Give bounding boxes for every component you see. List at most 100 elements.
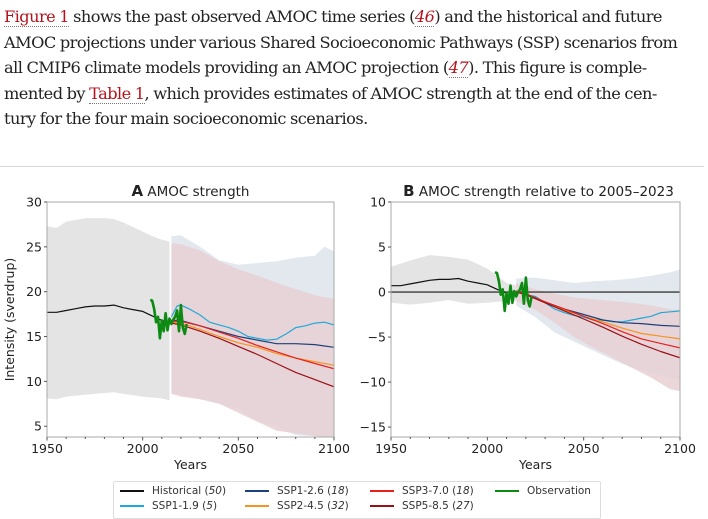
paragraph-text: shows the past observed AMOC time series… (69, 7, 415, 26)
legend-item-ssp245: SSP2-4.5 (32) (245, 500, 349, 512)
paragraph-text: tury for the four main socioeconomic sce… (4, 109, 368, 128)
x-tick-label: 1950 (375, 441, 407, 456)
range-band-hist_band (47, 218, 170, 401)
y-tick-label: 10 (370, 195, 386, 210)
y-tick-label: 20 (26, 284, 42, 299)
reference-46-link[interactable]: 46 (414, 7, 435, 27)
paragraph-text: AMOC projections under various Shared So… (4, 32, 678, 52)
legend-item-ssp585: SSP5-8.5 (27) (370, 500, 474, 512)
legend-swatch (495, 489, 519, 493)
paragraph-line: all CMIP6 climate models providing an AM… (4, 55, 704, 81)
x-tick-label: 2100 (318, 441, 350, 456)
legend-item-ssp370: SSP3-7.0 (18) (370, 485, 474, 497)
chart-legend: Historical (50) SSP1-1.9 (5) SSP1-2.6 (18)… (113, 481, 601, 519)
y-tick-label: 15 (26, 329, 42, 344)
series-line-ssp585 (171, 322, 334, 388)
paragraph-text: , which provides estimates of AMOC stren… (144, 83, 658, 103)
legend-swatch (370, 504, 394, 508)
y-tick-label: −10 (360, 375, 386, 390)
range-band-ssp_high_band (171, 243, 334, 437)
y-tick-label: −15 (360, 420, 386, 435)
axes-frame (46, 201, 335, 438)
legend-item-ssp126: SSP1-2.6 (18) (245, 485, 349, 497)
y-axis-label: Intensity (sverdrup) (2, 258, 17, 382)
x-tick-label: 2000 (471, 441, 503, 456)
x-tick-label: 1950 (31, 441, 63, 456)
legend-label: SSP1-1.9 (152, 500, 199, 512)
legend-label: SSP5-8.5 (402, 500, 449, 512)
legend-label: SSP1-2.6 (277, 485, 324, 497)
x-axis-label: Years (173, 457, 207, 472)
panel-title: B AMOC strength relative to 2005–2023 (403, 182, 674, 200)
x-tick-label: 2100 (664, 441, 696, 456)
y-tick-label: 30 (26, 195, 42, 210)
legend-count-value: 50 (208, 485, 222, 497)
series-line-ssp370 (171, 320, 334, 370)
series-line-ssp119 (170, 304, 334, 341)
legend-model-count: (18) (448, 485, 474, 497)
panel-a: 5 10 15 20 25 30 1950 2000 2050 2100 Years Intensit… (2, 182, 350, 472)
y-tick-label: −5 (368, 330, 386, 345)
series-line-historical (391, 277, 507, 294)
panel-title: A AMOC strength (132, 182, 250, 200)
x-tick-label: 2000 (127, 441, 159, 456)
paragraph-line: mented by Table 1, which provides estima… (4, 81, 704, 107)
table-1-link[interactable]: Table 1 (89, 83, 145, 104)
legend-item-observation: Observation (495, 485, 591, 497)
plot-area (47, 202, 334, 437)
legend-swatch (120, 504, 144, 508)
y-tick-label: 5 (378, 240, 386, 255)
panel-b: −15 −10 −5 0 5 10 1950 2000 2050 2100 Years B AMOC … (360, 182, 696, 472)
panel-title-text: AMOC strength relative to 2005–2023 (419, 184, 674, 200)
series-line-ssp245 (171, 321, 334, 366)
x-tick-label: 2050 (222, 441, 254, 456)
paragraph-line: Figure 1 shows the past observed AMOC ti… (4, 4, 704, 30)
panel-letter: B (403, 182, 414, 200)
figure-1-link[interactable]: Figure 1 (4, 7, 70, 27)
legend-count-value: 18 (331, 485, 345, 497)
x-tick-label: 2050 (568, 441, 600, 456)
legend-label: Observation (527, 485, 591, 497)
legend-swatch (370, 489, 394, 493)
legend-model-count: (50) (201, 485, 227, 497)
legend-label: SSP2-4.5 (277, 500, 324, 512)
legend-count-value: 27 (456, 500, 470, 512)
series-line-ssp370 (516, 290, 680, 349)
paragraph-line: AMOC projections under various Shared So… (4, 30, 704, 56)
legend-swatch (120, 489, 144, 493)
legend-count-value: 5 (206, 500, 213, 512)
legend-label: Historical (152, 485, 202, 497)
plot-area (391, 255, 680, 392)
legend-count-value: 18 (456, 485, 470, 497)
legend-label: SSP3-7.0 (402, 485, 449, 497)
y-tick-label: 10 (26, 374, 42, 389)
y-tick-label: 5 (34, 419, 42, 434)
x-axis-label: Years (518, 457, 552, 472)
legend-model-count: (32) (323, 500, 349, 512)
paragraph-text: ). This figure is comple- (468, 58, 647, 77)
legend-count-value: 32 (331, 500, 345, 512)
axes-frame (390, 201, 681, 438)
y-tick-label: 25 (26, 239, 42, 254)
legend-swatch (245, 504, 269, 508)
legend-swatch (245, 489, 269, 493)
reference-47-link[interactable]: 47 (448, 58, 469, 78)
paragraph-text: ) and the historical and future (434, 7, 662, 26)
paragraph-line: tury for the four main socioeconomic sce… (4, 106, 704, 132)
series-line-observation (149, 298, 188, 340)
legend-model-count: (27) (448, 500, 474, 512)
legend-item-ssp119: SSP1-1.9 (5) (120, 500, 217, 512)
panel-letter: A (132, 182, 144, 200)
body-paragraph: Figure 1 shows the past observed AMOC ti… (4, 4, 704, 132)
series-line-ssp585 (516, 291, 680, 359)
section-divider (0, 166, 704, 167)
panel-title-text: AMOC strength (147, 184, 249, 200)
legend-item-historical: Historical (50) (120, 485, 226, 497)
y-tick-label: 0 (378, 285, 386, 300)
legend-model-count: (5) (198, 500, 218, 512)
legend-model-count: (18) (323, 485, 349, 497)
series-line-historical (47, 304, 170, 324)
paragraph-text: mented by (4, 83, 90, 103)
series-line-observation (494, 271, 533, 313)
paragraph-text: all CMIP6 climate models providing an AM… (4, 58, 449, 77)
